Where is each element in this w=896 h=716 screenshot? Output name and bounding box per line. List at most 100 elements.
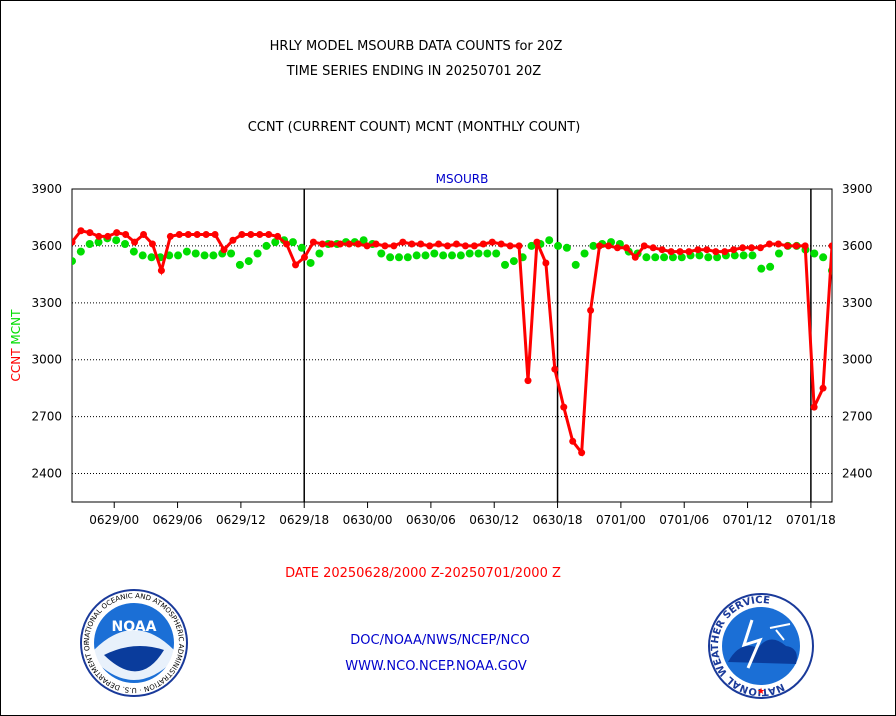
org-line: DOC/NOAA/NWS/NCEP/NCO (350, 633, 530, 648)
data-point-mcnt (288, 238, 297, 247)
data-point-ccnt (72, 238, 76, 246)
data-point-ccnt (524, 377, 532, 385)
data-point-ccnt (470, 242, 478, 250)
plot-area (71, 188, 833, 503)
data-point-ccnt (560, 403, 568, 411)
data-point-ccnt (211, 231, 219, 239)
data-point-mcnt (244, 257, 253, 266)
data-point-ccnt (613, 244, 621, 252)
data-point-mcnt (421, 251, 430, 260)
data-point-ccnt (256, 231, 264, 239)
data-point-mcnt (545, 236, 554, 245)
y-tick-label-left: 2700 (31, 410, 62, 424)
data-point-ccnt (444, 242, 452, 250)
data-point-ccnt (622, 244, 630, 252)
y-tick-label-right: 3900 (842, 182, 873, 196)
data-point-mcnt (297, 243, 306, 252)
data-point-ccnt (756, 244, 764, 252)
data-point-ccnt (247, 231, 255, 239)
x-tick-label: 0701/12 (723, 513, 773, 527)
data-point-ccnt (569, 437, 577, 445)
data-point-ccnt (157, 267, 165, 275)
data-point-ccnt (721, 248, 729, 256)
data-point-ccnt (765, 240, 773, 248)
data-point-mcnt (660, 253, 669, 262)
data-point-ccnt (336, 240, 344, 248)
data-point-ccnt (801, 242, 809, 250)
data-point-mcnt (235, 260, 244, 269)
data-point-mcnt (359, 236, 368, 245)
data-point-mcnt (377, 249, 386, 258)
data-point-ccnt (104, 232, 112, 240)
data-point-mcnt (766, 262, 775, 271)
data-point-mcnt (227, 249, 236, 258)
data-point-mcnt (713, 253, 722, 262)
data-point-ccnt (506, 242, 514, 250)
data-point-ccnt (363, 242, 371, 250)
data-point-ccnt (810, 403, 818, 411)
data-point-mcnt (739, 251, 748, 260)
x-tick-label: 0630/18 (533, 513, 583, 527)
data-point-ccnt (166, 232, 174, 240)
series-line-ccnt (72, 229, 832, 457)
x-tick-label: 0629/18 (279, 513, 329, 527)
data-point-ccnt (390, 242, 398, 250)
data-point-mcnt (129, 247, 138, 256)
y-tick-label-right: 2700 (842, 410, 873, 424)
data-point-mcnt (448, 251, 456, 260)
data-point-mcnt (704, 253, 713, 262)
data-point-mcnt (138, 251, 147, 260)
data-point-ccnt (202, 231, 210, 239)
data-point-mcnt (121, 240, 130, 249)
x-tick-label: 0629/12 (216, 513, 266, 527)
chart-title-line1: HRLY MODEL MSOURB DATA COUNTS for 20Z (269, 39, 563, 54)
data-point-ccnt (783, 242, 791, 250)
data-point-ccnt (748, 244, 756, 252)
data-point-ccnt (140, 231, 148, 239)
data-point-ccnt (578, 449, 586, 457)
data-point-ccnt (587, 306, 595, 314)
data-point-ccnt (640, 242, 648, 250)
data-point-mcnt (562, 243, 571, 252)
data-point-ccnt (184, 231, 192, 239)
data-point-ccnt (703, 246, 711, 254)
data-point-mcnt (527, 241, 536, 250)
data-point-ccnt (229, 236, 237, 244)
data-point-ccnt (345, 240, 353, 248)
data-point-ccnt (452, 240, 460, 248)
data-point-ccnt (533, 238, 541, 246)
data-point-mcnt (403, 253, 412, 262)
data-point-ccnt (461, 242, 469, 250)
data-point-ccnt (318, 240, 326, 248)
data-point-ccnt (551, 365, 559, 373)
data-point-ccnt (694, 246, 702, 254)
data-point-ccnt (676, 248, 684, 256)
y-tick-label-right: 3300 (842, 296, 873, 310)
data-point-mcnt (174, 251, 183, 260)
data-point-mcnt (819, 253, 828, 262)
data-point-ccnt (122, 231, 130, 239)
data-point-mcnt (112, 236, 121, 245)
data-point-mcnt (730, 251, 739, 260)
data-point-ccnt (77, 227, 85, 235)
chart-title-line2: TIME SERIES ENDING IN 20250701 20Z (286, 64, 542, 79)
data-point-mcnt (651, 253, 660, 262)
data-point-mcnt (492, 249, 501, 258)
data-point-mcnt (147, 253, 156, 262)
y-tick-label-left: 3300 (31, 296, 62, 310)
data-point-ccnt (479, 240, 487, 248)
data-point-ccnt (265, 231, 273, 239)
data-point-mcnt (456, 251, 465, 260)
data-point-mcnt (580, 249, 589, 258)
data-point-ccnt (372, 240, 380, 248)
data-point-ccnt (819, 384, 827, 392)
data-point-mcnt (76, 247, 85, 256)
data-point-mcnt (85, 240, 94, 249)
data-point-ccnt (408, 240, 416, 248)
data-point-mcnt (774, 249, 783, 258)
x-tick-label: 0629/00 (89, 513, 139, 527)
x-tick-label: 0630/06 (406, 513, 456, 527)
data-point-ccnt (631, 253, 639, 261)
data-point-ccnt (649, 244, 657, 252)
data-point-mcnt (412, 251, 421, 260)
